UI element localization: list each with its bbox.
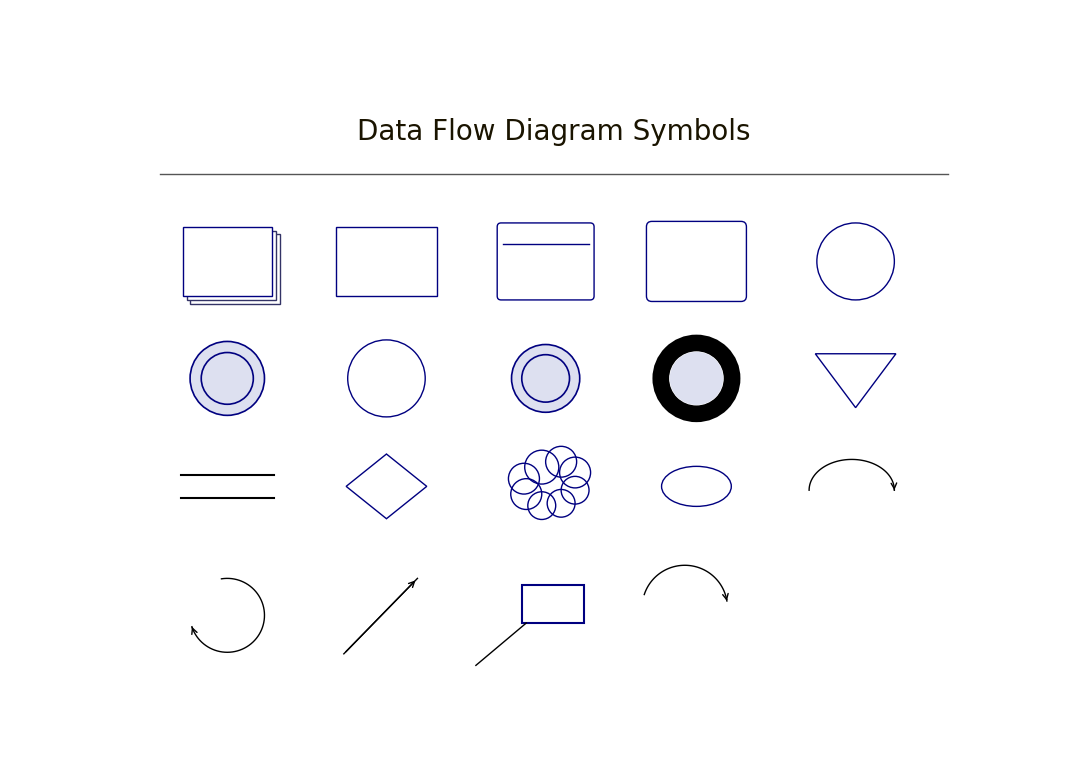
Circle shape bbox=[670, 352, 723, 405]
Bar bbox=[190, 234, 280, 304]
Circle shape bbox=[547, 489, 575, 517]
Circle shape bbox=[528, 492, 556, 520]
FancyBboxPatch shape bbox=[646, 221, 746, 301]
Circle shape bbox=[817, 223, 894, 300]
Text: Data Flow Diagram Symbols: Data Flow Diagram Symbols bbox=[357, 118, 751, 146]
Circle shape bbox=[561, 477, 589, 504]
Bar bbox=[187, 231, 276, 300]
Bar bbox=[522, 584, 585, 623]
Circle shape bbox=[524, 450, 559, 484]
Circle shape bbox=[508, 464, 539, 494]
Bar bbox=[183, 227, 271, 296]
Circle shape bbox=[560, 457, 590, 488]
Ellipse shape bbox=[662, 467, 732, 506]
Bar bbox=[336, 227, 437, 296]
Circle shape bbox=[511, 344, 579, 412]
Circle shape bbox=[201, 353, 253, 404]
Polygon shape bbox=[346, 454, 427, 519]
Circle shape bbox=[522, 354, 570, 402]
Circle shape bbox=[510, 478, 542, 509]
Circle shape bbox=[190, 341, 265, 415]
Circle shape bbox=[660, 343, 732, 414]
Polygon shape bbox=[815, 354, 896, 407]
Circle shape bbox=[348, 340, 425, 417]
Circle shape bbox=[546, 446, 576, 477]
FancyBboxPatch shape bbox=[497, 223, 595, 300]
